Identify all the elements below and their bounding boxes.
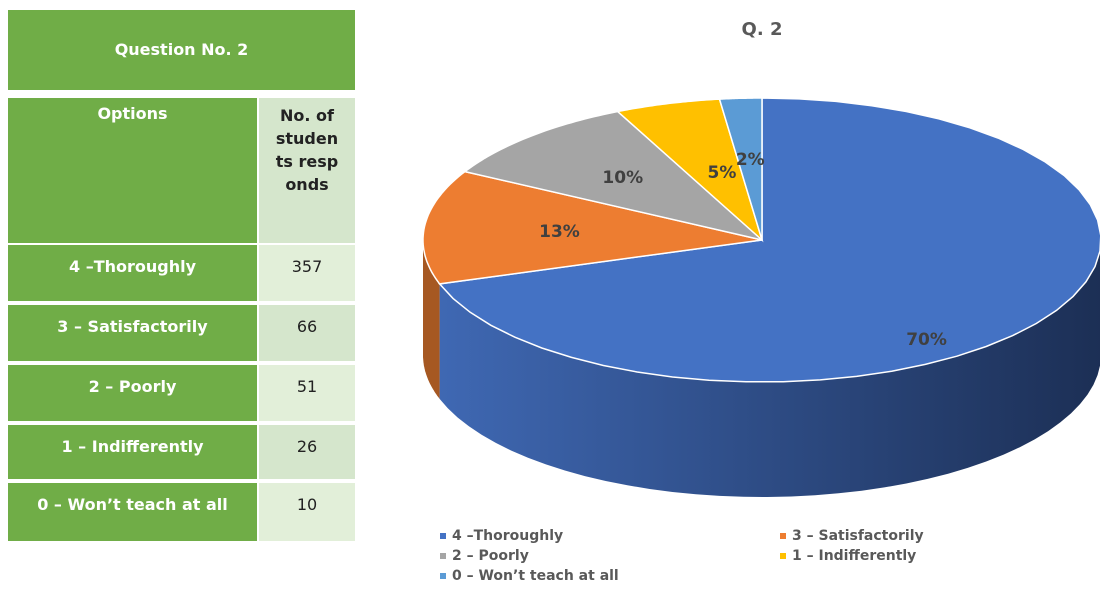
table-value: 66	[259, 305, 355, 361]
slice-side	[423, 240, 440, 399]
table-option: 0 – Won’t teach at all	[8, 483, 257, 541]
data-label: 70%	[906, 330, 947, 350]
legend-swatch	[440, 573, 446, 579]
table-option: 1 – Indifferently	[8, 425, 257, 479]
slice	[438, 97, 1100, 383]
slice	[616, 98, 764, 243]
slice	[422, 170, 763, 285]
slice-side	[439, 250, 1100, 497]
data-label: 13%	[539, 222, 580, 242]
slice	[463, 110, 763, 241]
legend-swatch	[780, 553, 786, 559]
table-option: 2 – Poorly	[8, 365, 257, 421]
legend-label: 1 – Indifferently	[792, 548, 916, 564]
data-label: 5%	[708, 163, 737, 183]
legend-label: 2 – Poorly	[452, 548, 529, 564]
legend-label: 4 –Thoroughly	[452, 528, 563, 544]
table-value: 26	[259, 425, 355, 479]
legend-label: 0 – Won’t teach at all	[452, 568, 619, 584]
data-label: 2%	[736, 150, 765, 170]
table-option: 3 – Satisfactorily	[8, 305, 257, 361]
chart-title: Q. 2	[742, 19, 783, 40]
legend-swatch	[440, 553, 446, 559]
legend-swatch	[440, 533, 446, 539]
table-header: No. of students responds	[259, 98, 355, 243]
table-value: 357	[259, 245, 355, 301]
table-title: Question No. 2	[8, 10, 355, 90]
slice	[718, 97, 763, 241]
table-value: 10	[259, 483, 355, 541]
table-option: 4 –Thoroughly	[8, 245, 257, 301]
table-header: Options	[8, 98, 257, 243]
legend-swatch	[780, 533, 786, 539]
data-label: 10%	[602, 168, 643, 188]
legend-label: 3 – Satisfactorily	[792, 528, 924, 544]
table-value: 51	[259, 365, 355, 421]
